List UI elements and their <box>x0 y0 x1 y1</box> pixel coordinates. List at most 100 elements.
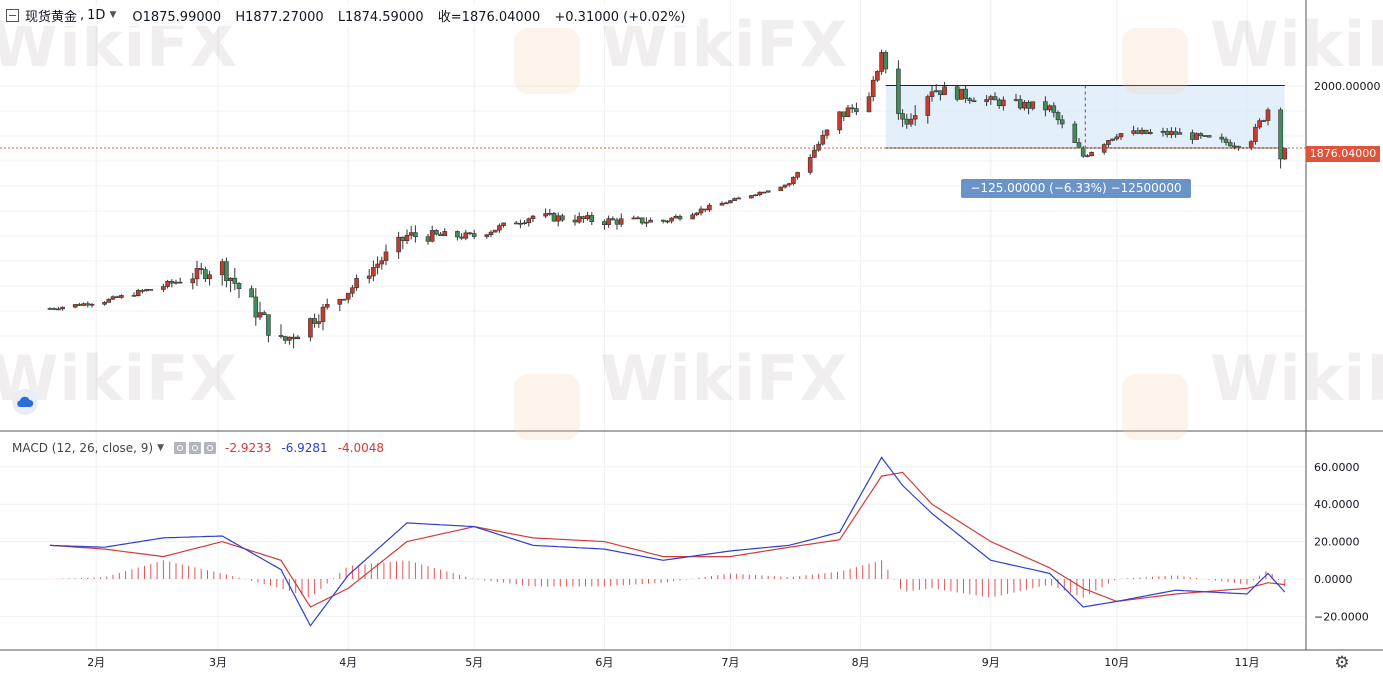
candle-body <box>765 190 771 193</box>
candle-body <box>1143 129 1149 134</box>
signal-value: -6.9281 <box>281 441 328 455</box>
candle-body <box>77 304 82 306</box>
candle-body <box>1164 130 1170 135</box>
candle-body <box>879 52 884 72</box>
candle-body <box>1190 132 1195 140</box>
candle-body <box>350 287 355 294</box>
candle-body <box>778 186 784 192</box>
candle-body <box>404 234 410 242</box>
candle-body <box>203 269 208 280</box>
candle-body <box>219 261 225 276</box>
macd-label[interactable]: MACD (12, 26, close, 9) <box>12 441 154 455</box>
candle-body <box>1030 101 1036 109</box>
candle-body <box>1236 146 1241 149</box>
candle-body <box>282 336 288 341</box>
candle-body <box>190 278 196 284</box>
candle-body <box>102 302 107 305</box>
time-axis-label: 3月 <box>209 656 227 669</box>
candle-body <box>1072 123 1078 143</box>
macd-line <box>49 456 1286 627</box>
candle-body <box>938 90 943 96</box>
candle-body <box>207 274 212 280</box>
candle-body <box>900 113 905 120</box>
candle-body <box>996 99 1002 107</box>
candle-body <box>908 118 914 125</box>
change-value: +0.31000 (+0.02%) <box>554 9 686 25</box>
candle-body <box>308 318 313 338</box>
candle-body <box>870 79 876 97</box>
cloud-icon[interactable] <box>12 389 38 415</box>
candle-body <box>639 217 645 224</box>
visibility-icon[interactable] <box>174 442 187 454</box>
candle-body <box>677 215 683 220</box>
candle-body <box>291 336 296 340</box>
time-axis-label: 2月 <box>87 656 105 669</box>
candle-body <box>702 208 708 211</box>
symbol-header: 现货黄金 , 1D ▼ O1875.99000 H1877.27000 L187… <box>6 4 700 26</box>
candle-body <box>757 191 763 196</box>
candle-body <box>576 216 582 223</box>
candle-body <box>1059 119 1065 125</box>
candle-body <box>1206 135 1212 138</box>
time-axis-label: 9月 <box>982 656 1000 669</box>
macd-axis-label: −20.0000 <box>1314 610 1369 623</box>
candle-body <box>438 233 443 237</box>
candle-body <box>354 278 359 289</box>
chevron-down-icon[interactable]: ▼ <box>109 10 117 20</box>
chevron-down-icon[interactable]: ▼ <box>157 443 165 453</box>
candle-body <box>526 218 532 224</box>
candle-body <box>875 71 880 81</box>
candle-body <box>581 216 586 220</box>
candle-body <box>379 260 385 265</box>
candle-body <box>786 183 792 186</box>
candle-body <box>513 222 519 225</box>
candle-body <box>383 251 389 261</box>
candle-body <box>131 295 137 297</box>
candle-body <box>408 232 414 236</box>
candle-body <box>1051 105 1057 113</box>
candle-body <box>660 219 666 222</box>
candle-body <box>849 107 855 110</box>
candle-body <box>497 225 502 231</box>
candle-body <box>1131 130 1136 134</box>
candle-body <box>1022 101 1027 109</box>
candle-body <box>1017 99 1023 109</box>
candle-body <box>954 86 960 100</box>
candle-body <box>1257 120 1262 128</box>
candle-body <box>194 268 200 280</box>
candle-body <box>249 288 254 298</box>
candle-body <box>522 222 527 225</box>
candle-body <box>942 86 947 96</box>
candle-body <box>177 281 183 284</box>
candle-body <box>434 230 439 235</box>
interval-label[interactable]: 1D <box>87 7 106 23</box>
candle-body <box>1055 112 1061 121</box>
candle-body <box>1080 147 1086 157</box>
candle-body <box>140 290 145 292</box>
close-value: 收=1876.04000 <box>437 9 541 25</box>
candle-body <box>224 261 229 281</box>
candle-body <box>1043 101 1048 111</box>
candle-body <box>1118 133 1124 138</box>
candle-body <box>467 232 473 235</box>
candle-body <box>232 277 238 284</box>
close-icon[interactable] <box>204 442 217 454</box>
gear-icon[interactable]: ⚙ <box>1334 653 1350 673</box>
macd-axis-label: 20.0000 <box>1314 536 1360 549</box>
ohlc-readout: O1875.99000 H1877.27000 L1874.59000 收=18… <box>132 6 695 25</box>
candle-body <box>883 52 889 70</box>
measure-label[interactable]: −125.00000 (−6.33%) −12500000 <box>961 179 1191 198</box>
candle-body <box>169 281 175 284</box>
candle-body <box>698 208 704 214</box>
open-value: O1875.99000 <box>132 9 222 25</box>
settings-icon[interactable] <box>189 442 202 454</box>
time-axis-label: 6月 <box>595 656 613 669</box>
candle-body <box>425 236 431 242</box>
symbol-name[interactable]: 现货黄金 <box>25 9 78 25</box>
candle-body <box>135 290 141 297</box>
candle-body <box>89 303 95 306</box>
collapse-icon[interactable] <box>6 8 19 22</box>
candle-body <box>635 217 641 220</box>
